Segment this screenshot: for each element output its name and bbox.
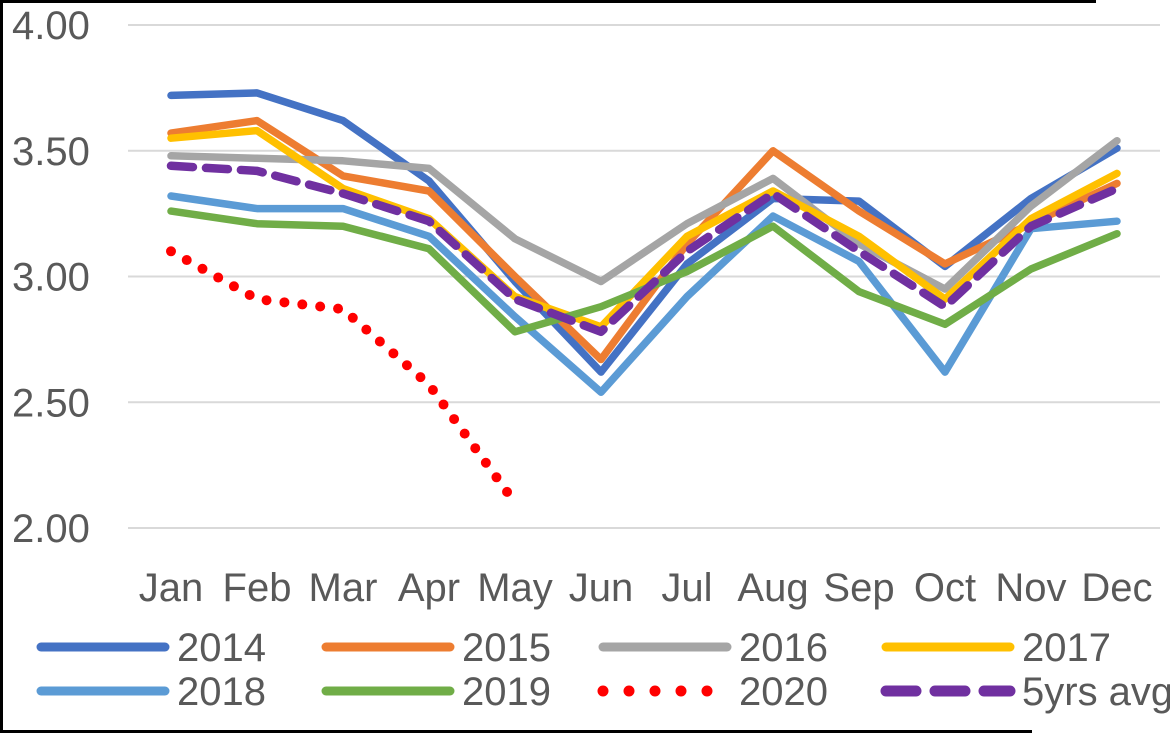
legend-item-5yrs-avg: 5yrs avg (880, 670, 1170, 714)
legend-label-2016: 2016 (739, 626, 828, 670)
x-axis-tick-label: Oct (914, 566, 976, 610)
x-axis-tick-label: Nov (995, 566, 1066, 610)
legend-item-2019: 2019 (321, 670, 551, 714)
series-line-5yrs-avg (166, 161, 1122, 337)
x-axis-tick-label: Jun (569, 566, 634, 610)
legend-label-2020: 2020 (739, 670, 828, 714)
x-axis-tick-label: May (477, 566, 553, 610)
legend-item-2020: 2020 (597, 670, 828, 714)
y-axis-tick-label: 4.00 (12, 4, 90, 48)
legend-label-5yrs-avg: 5yrs avg (1022, 670, 1170, 714)
legend-label-2019: 2019 (462, 670, 551, 714)
x-axis-tick-label: Aug (737, 566, 808, 610)
legend-item-2014: 2014 (36, 626, 266, 670)
legend-item-2015: 2015 (321, 626, 551, 670)
series-line-2018 (167, 192, 1121, 396)
legend-label-2014: 2014 (177, 626, 266, 670)
series-line-2015 (167, 116, 1121, 364)
legend-item-2016: 2016 (598, 626, 828, 670)
x-axis-tick-label: Sep (823, 566, 894, 610)
x-axis-tick-label: Feb (223, 566, 292, 610)
series-line-2016 (167, 136, 1121, 293)
series-line-2014 (167, 89, 1121, 376)
x-axis-tick-label: Jan (139, 566, 204, 610)
legend-label-2018: 2018 (177, 670, 266, 714)
x-axis-tick-label: Mar (309, 566, 378, 610)
legend-label-2015: 2015 (462, 626, 551, 670)
x-axis-tick-label: Jul (661, 566, 712, 610)
series-line-2020 (166, 246, 520, 508)
y-axis-tick-label: 3.00 (12, 256, 90, 300)
series-line-2017 (167, 126, 1121, 331)
legend-item-2018: 2018 (36, 670, 266, 714)
legend-label-2017: 2017 (1022, 626, 1111, 670)
y-axis-tick-label: 2.00 (12, 507, 90, 551)
y-axis-tick-label: 2.50 (12, 381, 90, 425)
legend-item-2017: 2017 (881, 626, 1111, 670)
y-axis-tick-label: 3.50 (12, 130, 90, 174)
x-axis-tick-label: Apr (398, 566, 460, 610)
x-axis-tick-label: Dec (1081, 566, 1152, 610)
